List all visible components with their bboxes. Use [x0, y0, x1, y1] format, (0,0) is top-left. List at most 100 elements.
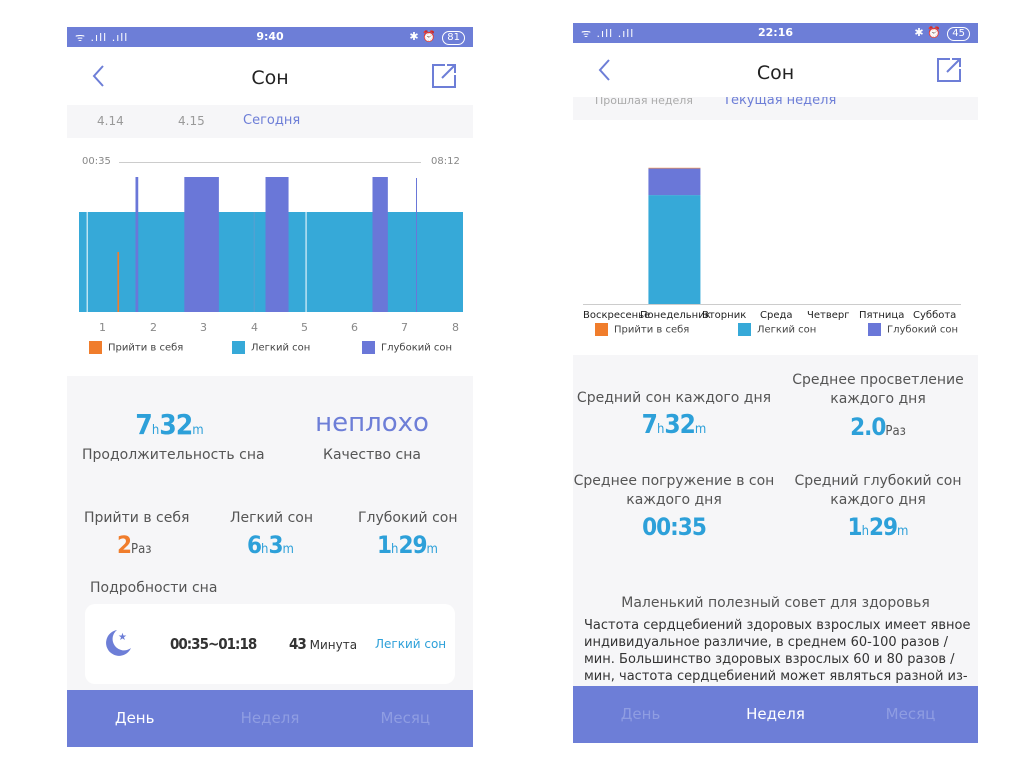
battery-level: 81	[442, 31, 465, 45]
x-tick: 4	[251, 321, 258, 334]
legend-light: Легкий сон	[232, 341, 310, 354]
deep-sleep-segment	[265, 177, 289, 312]
band-separator	[253, 212, 255, 312]
week-x-labels: Воскресенье Понедельник Вторник Среда Че…	[573, 310, 978, 324]
sleep-detail-card[interactable]: ★ 00:35~01:18 43 Минута Легкий сон	[85, 604, 455, 684]
tab-day[interactable]: День	[114, 709, 155, 727]
deep-sleep-bar	[648, 168, 701, 196]
date-tab-today[interactable]: Сегодня	[243, 113, 301, 128]
x-axis-line	[583, 304, 961, 305]
week-chart-svg	[583, 167, 961, 305]
light-label: Легкий сон	[230, 510, 314, 526]
duration-label: Продолжительность сна	[82, 447, 265, 463]
battery-level: 45	[947, 27, 970, 41]
sleep-timeline-chart: 00:35 08:12 1 2 3 4 5 6 7 8 Прийти в себ…	[67, 138, 473, 378]
awake-count: 2Раз	[117, 531, 152, 559]
x-label: Понедельник	[640, 310, 711, 321]
page-title: Сон	[756, 62, 795, 84]
deep-sleep-segment	[184, 177, 219, 312]
x-tick: 6	[351, 321, 358, 334]
legend-swatch	[595, 323, 608, 336]
legend-light: Легкий сон	[738, 323, 816, 336]
page-title: Сон	[251, 67, 289, 89]
share-icon[interactable]	[429, 61, 459, 91]
bluetooth-alarm-icon: ✱ ⏰	[409, 30, 436, 43]
deep-sleep-segment	[372, 177, 388, 312]
legend-deep: Глубокий сон	[362, 341, 452, 354]
deep-label: Глубокий сон	[358, 510, 458, 526]
legend-deep: Глубокий сон	[868, 323, 958, 336]
x-tick: 1	[99, 321, 106, 334]
week-screen: ᯤ .ıll .ıll 22:16 ✱ ⏰ 45 Сон Прошлая нед…	[573, 23, 978, 743]
nav-bar: Сон	[573, 43, 978, 97]
avg-onset-value: 00:35	[642, 513, 707, 541]
date-tab-415[interactable]: 4.15	[178, 114, 205, 128]
light-duration: 6h3m	[247, 531, 294, 559]
week-tabs: Прошлая неделя Текущая неделя	[573, 97, 978, 120]
x-tick: 3	[200, 321, 207, 334]
tip-text: Частота сердцебиений здоровых взрослых и…	[584, 618, 971, 684]
awake-segment	[117, 252, 120, 312]
x-label: Пятница	[859, 310, 905, 321]
band-separator	[305, 212, 307, 312]
x-label: Суббота	[913, 310, 957, 321]
x-tick: 2	[150, 321, 157, 334]
tab-current-week[interactable]: Текущая неделя	[723, 97, 837, 108]
status-bar: ᯤ .ıll .ıll 22:16 ✱ ⏰ 45	[573, 23, 978, 43]
duration-value: 7h32m	[135, 408, 204, 441]
avg-awake-value: 2.0Раз	[850, 413, 906, 441]
x-label: Воскресенье	[583, 310, 651, 321]
quality-label: Качество сна	[323, 447, 421, 463]
status-time: 22:16	[757, 26, 793, 39]
legend-awake: Прийти в себя	[595, 323, 689, 336]
day-chart-svg	[79, 177, 463, 312]
x-label: Среда	[760, 310, 793, 321]
time-marker	[416, 178, 417, 312]
legend-swatch	[362, 341, 375, 354]
x-label: Четверг	[807, 310, 850, 321]
x-tick: 7	[401, 321, 408, 334]
x-tick: 5	[301, 321, 308, 334]
light-sleep-bar	[648, 195, 701, 304]
quality-value: неплохо	[315, 408, 429, 438]
tab-week[interactable]: Неделя	[746, 705, 805, 723]
signal-icon: ᯤ .ıll .ıll	[75, 31, 129, 44]
bottom-tabs: День Неделя Месяц	[573, 686, 978, 743]
status-time: 9:40	[256, 30, 284, 43]
weekly-averages-panel: Средний сон каждого дня 7h32m Среднее пр…	[573, 355, 978, 686]
legend-awake: Прийти в себя	[89, 341, 183, 354]
back-arrow-icon[interactable]	[87, 61, 111, 91]
deep-sleep-segment	[135, 177, 139, 312]
legend-swatch	[232, 341, 245, 354]
x-tick: 8	[452, 321, 459, 334]
legend-swatch	[738, 323, 751, 336]
tab-month[interactable]: Месяц	[380, 709, 431, 727]
date-tab-414[interactable]: 4.14	[97, 114, 124, 128]
status-bar: ᯤ .ıll .ıll 9:40 ✱ ⏰ 81	[67, 27, 473, 47]
share-icon[interactable]	[934, 55, 964, 85]
detail-minutes: 43 Минута	[289, 635, 358, 653]
detail-time-range: 00:35~01:18	[170, 635, 257, 653]
avg-deep-value: 1h29m	[847, 513, 909, 541]
back-arrow-icon[interactable]	[593, 55, 617, 85]
tab-last-week[interactable]: Прошлая неделя	[595, 97, 693, 107]
day-screen: ᯤ .ıll .ıll 9:40 ✱ ⏰ 81 Сон 4.14 4.15 Се…	[67, 27, 473, 747]
tab-week[interactable]: Неделя	[240, 709, 300, 727]
details-title: Подробности сна	[90, 580, 218, 596]
legend-swatch	[89, 341, 102, 354]
awake-bar	[648, 167, 701, 169]
avg-sleep-label: Средний сон каждого дня	[576, 390, 772, 406]
summary-panel: 7h32m Продолжительность сна неплохо Каче…	[67, 376, 473, 690]
x-label: Вторник	[702, 310, 747, 321]
date-tabs: 4.14 4.15 Сегодня	[67, 105, 473, 138]
bluetooth-alarm-icon: ✱ ⏰	[914, 26, 941, 39]
chart-start-time: 00:35	[82, 156, 111, 167]
avg-awake-label: Среднее просветление каждого дня	[792, 372, 964, 407]
detail-type: Легкий сон	[375, 637, 447, 651]
tab-month[interactable]: Месяц	[885, 705, 936, 723]
nav-bar: Сон	[67, 47, 473, 105]
tab-day[interactable]: День	[620, 705, 661, 723]
moon-star-icon: ★	[106, 630, 131, 656]
bottom-tabs: День Неделя Месяц	[67, 690, 473, 747]
awake-label: Прийти в себя	[84, 510, 190, 526]
